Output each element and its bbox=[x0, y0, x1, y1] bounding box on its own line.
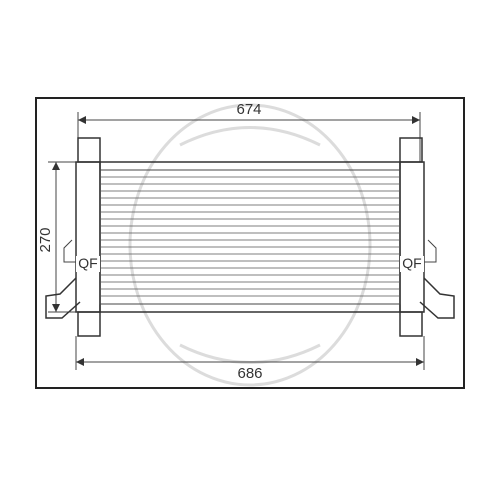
core-inner bbox=[100, 170, 400, 304]
dimension-bottom: 686 bbox=[76, 336, 424, 382]
dimension-left: 270 bbox=[37, 162, 100, 312]
right-bracket bbox=[400, 138, 454, 336]
qf-left-label: QF bbox=[76, 255, 100, 272]
svg-text:QF: QF bbox=[78, 255, 97, 271]
schematic-svg: 674 270 bbox=[0, 0, 500, 500]
core-fins bbox=[100, 177, 400, 296]
dim-left-value: 270 bbox=[37, 227, 54, 252]
watermark bbox=[130, 105, 370, 385]
svg-text:QF: QF bbox=[402, 255, 421, 271]
qf-right-label: QF bbox=[400, 255, 424, 272]
dim-top-value: 674 bbox=[236, 101, 261, 118]
drawing-canvas: 674 270 bbox=[0, 0, 500, 500]
core-outline bbox=[100, 162, 400, 312]
dimension-top: 674 bbox=[78, 101, 420, 162]
dim-bottom-value: 686 bbox=[237, 365, 262, 382]
